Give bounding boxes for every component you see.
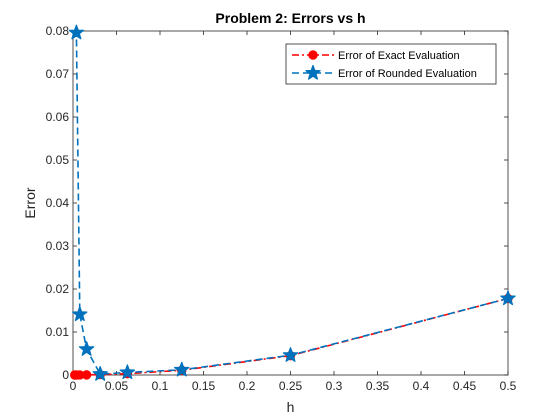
data-point: [500, 290, 516, 306]
data-point: [72, 306, 88, 322]
x-tick-label: 0.15: [192, 379, 216, 393]
y-tick-label: 0: [62, 368, 69, 382]
y-tick-label: 0.03: [46, 239, 70, 253]
legend-marker-symbol: [308, 50, 318, 60]
legend-marker-rounded: [305, 64, 321, 80]
data-point: [119, 364, 136, 380]
y-tick-label: 0.07: [46, 67, 70, 81]
chart-title: Problem 2: Errors vs h: [215, 10, 365, 26]
data-point: [78, 341, 95, 356]
x-tick-label: 0.35: [366, 379, 390, 393]
data-point: [92, 366, 108, 381]
y-axis-ticks: 0 0.01 0.02 0.03 0.04 0.05 0.06 0.07 0.08: [46, 24, 508, 382]
x-tick-label: 0.05: [105, 379, 129, 393]
legend-label-exact: Error of Exact Evaluation: [338, 50, 460, 62]
y-tick-label: 0.04: [46, 196, 70, 210]
x-tick-label: 0: [70, 379, 77, 393]
series-line: [75, 32, 509, 375]
y-tick-label: 0.05: [46, 153, 70, 167]
series-layer: [68, 24, 516, 381]
y-axis-label: Error: [22, 187, 38, 218]
x-axis-ticks: 0 0.05 0.1 0.15 0.2 0.25 0.3 0.35 0.4 0.45 0.5: [70, 31, 517, 393]
y-tick-label: 0.02: [46, 282, 70, 296]
data-point: [69, 370, 80, 380]
data-point: [68, 24, 85, 40]
y-tick-label: 0.06: [46, 110, 70, 124]
legend: Error of Exact Evaluation Error of Round…: [285, 43, 497, 85]
y-tick-label: 0.01: [46, 325, 70, 339]
series-1: [68, 24, 516, 381]
x-tick-label: 0.45: [453, 379, 477, 393]
legend-marker-exact: [308, 50, 318, 60]
x-tick-label: 0.4: [413, 379, 430, 393]
data-point: [282, 347, 299, 362]
x-tick-label: 0.5: [500, 379, 517, 393]
legend-box: [285, 43, 497, 85]
x-tick-label: 0.2: [239, 379, 256, 393]
legend-marker-symbol: [305, 64, 321, 80]
x-axis-label: h: [287, 399, 295, 415]
x-tick-label: 0.25: [279, 379, 303, 393]
x-tick-label: 0.3: [326, 379, 343, 393]
data-point: [174, 361, 190, 377]
x-tick-label: 0.1: [152, 379, 169, 393]
y-tick-label: 0.08: [46, 24, 70, 38]
legend-label-rounded: Error of Rounded Evaluation: [338, 68, 477, 80]
